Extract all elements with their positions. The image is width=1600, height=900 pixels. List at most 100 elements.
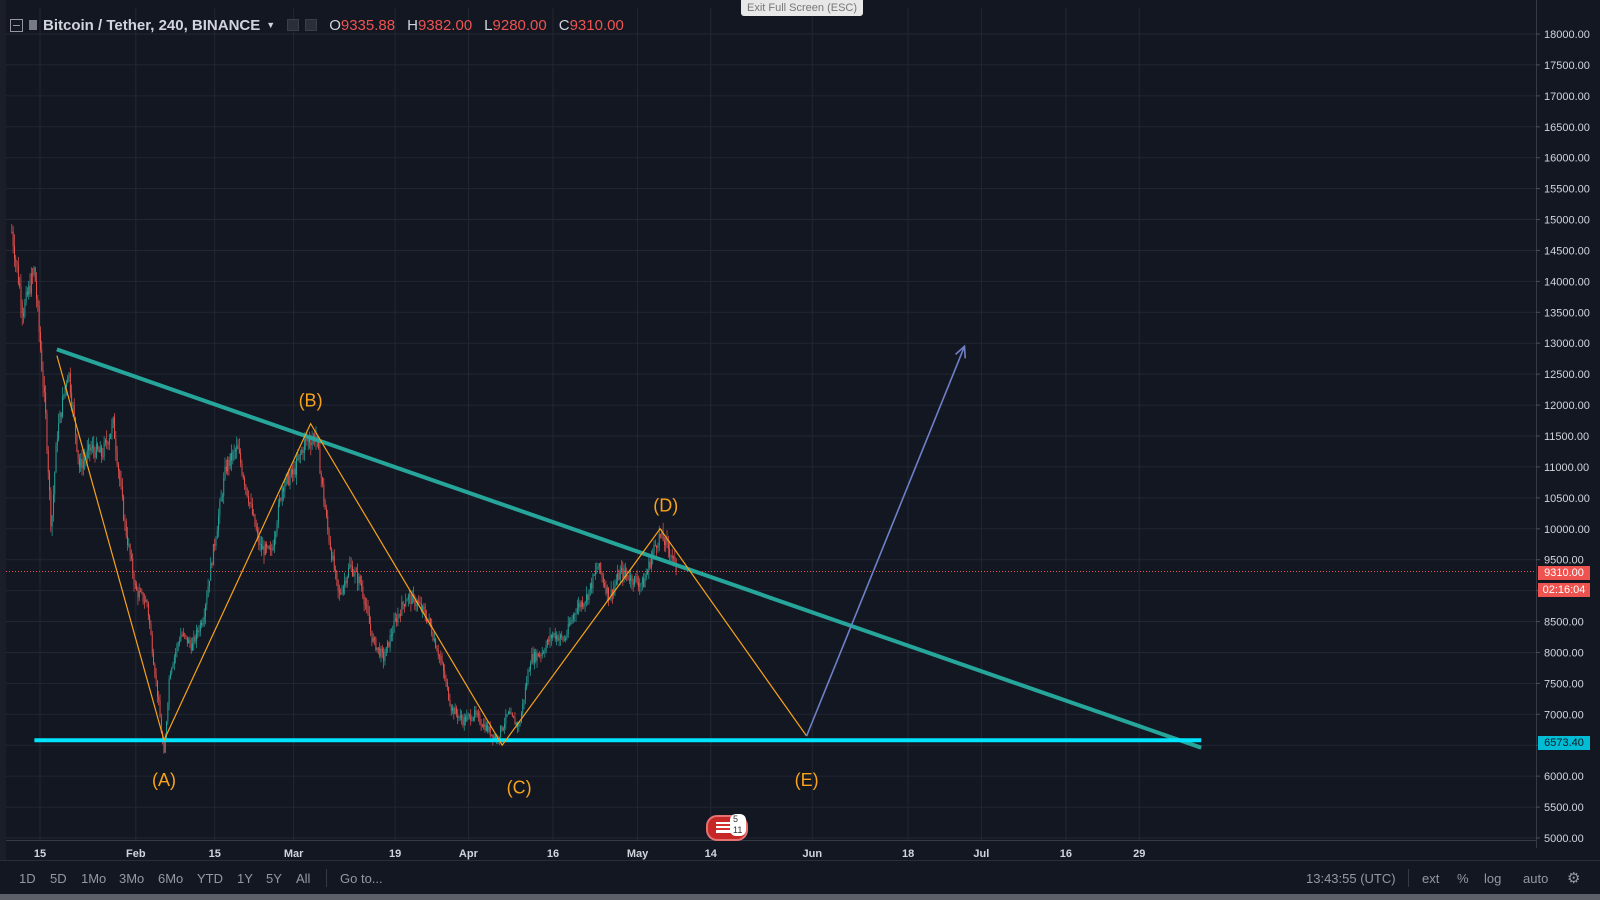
candle-body [199, 622, 201, 632]
timeframe-5d[interactable]: 5D [50, 871, 67, 886]
candle-body [34, 267, 36, 282]
candle-body [484, 723, 486, 731]
candle-body [177, 643, 179, 646]
candle-body [524, 687, 526, 700]
x-tick-label: Apr [459, 848, 479, 860]
candle-body [448, 687, 450, 700]
candle-body [197, 630, 199, 633]
candle-body [94, 450, 96, 458]
candle-body [103, 442, 105, 457]
candle-body [562, 637, 564, 641]
candle-body [535, 651, 537, 662]
candle-body [423, 606, 425, 611]
candle-body [170, 672, 171, 679]
exit-fullscreen-button[interactable]: Exit Full Screen (ESC) [741, 0, 864, 16]
candle-body [580, 601, 582, 608]
candle-body [180, 634, 182, 642]
candle-body [511, 713, 513, 717]
timeframe-1d[interactable]: 1D [19, 871, 36, 886]
candle-body [674, 556, 676, 559]
candle-body [194, 636, 196, 642]
settings-icon[interactable] [287, 19, 300, 31]
candle-body [605, 586, 607, 594]
candle-body [550, 635, 552, 639]
candle-body [240, 452, 242, 464]
timeframe-1mo[interactable]: 1Mo [81, 871, 107, 886]
candle-body [276, 523, 278, 533]
candle-body [673, 556, 675, 558]
candle-body [466, 715, 468, 722]
y-tick-label: 10000.00 [1544, 524, 1590, 536]
candle-body [66, 383, 67, 387]
candle-body [385, 647, 387, 656]
candle-body [610, 589, 612, 599]
candle-body [582, 601, 584, 607]
candle-body [151, 634, 153, 654]
candle-body [267, 546, 269, 548]
candle-body [20, 286, 22, 306]
timeframe-1y[interactable]: 1Y [237, 871, 253, 886]
collapse-icon[interactable] [10, 18, 23, 32]
candle-body [98, 449, 100, 453]
symbol-flag-icon [29, 20, 37, 30]
candle-body [576, 607, 578, 614]
candle-body [547, 639, 548, 646]
candle-body [630, 575, 632, 581]
symbol-title[interactable]: Bitcoin / Tether, 240, BINANCE [43, 16, 261, 34]
log-toggle[interactable]: log [1484, 871, 1502, 886]
utc-clock[interactable]: 13:43:55 (UTC) [1306, 871, 1396, 886]
candle-body [14, 246, 15, 259]
candle-body [467, 714, 469, 716]
candle-body [266, 543, 268, 548]
candle-body [627, 575, 629, 580]
candle-body [81, 458, 83, 469]
candle-body [275, 532, 277, 539]
timeframe-3mo[interactable]: 3Mo [119, 871, 145, 886]
candle-body [245, 484, 247, 489]
candle-body [410, 594, 412, 605]
candle-body [43, 386, 45, 393]
candle-body [573, 614, 574, 620]
candle-body [153, 653, 155, 665]
auto-toggle[interactable]: auto [1523, 871, 1549, 886]
candle-body [322, 477, 324, 485]
timeframe-5y[interactable]: 5Y [266, 871, 282, 886]
goto-button[interactable]: Go to... [340, 871, 383, 886]
candle-body [504, 723, 506, 728]
candle-body [155, 674, 157, 681]
candle-body [54, 472, 56, 495]
candle-body [541, 652, 543, 656]
y-tick-label: 12500.00 [1544, 369, 1590, 381]
candle-body [458, 716, 460, 718]
source-icon[interactable] [305, 19, 318, 31]
candle-body [639, 584, 641, 587]
candle-body [522, 703, 524, 714]
candle-body [76, 434, 78, 451]
candle-body [549, 635, 551, 642]
percent-toggle[interactable]: % [1457, 871, 1469, 886]
event-badge[interactable]: 5 11 [706, 814, 748, 841]
candle-body [544, 651, 546, 653]
y-tick-label: 5500.00 [1544, 802, 1584, 814]
candle-body [316, 436, 318, 439]
candle-body [599, 563, 600, 567]
candle-body [129, 544, 131, 556]
candle-body [56, 438, 58, 445]
chevron-down-icon[interactable]: ▼ [266, 20, 276, 30]
candle-body [292, 469, 294, 475]
timeframe-ytd[interactable]: YTD [197, 871, 223, 886]
candle-body [588, 589, 590, 601]
ext-toggle[interactable]: ext [1422, 871, 1440, 886]
candle-body [545, 645, 547, 652]
timeframe-6mo[interactable]: 6Mo [158, 871, 184, 886]
candle-body [220, 496, 222, 502]
candle-body [625, 569, 626, 575]
candle-body [641, 578, 643, 584]
timeframe-all[interactable]: All [296, 871, 311, 886]
high-label: H [407, 16, 418, 34]
candle-body [154, 664, 156, 675]
gear-icon[interactable]: ⚙ [1567, 870, 1581, 887]
candle-body [543, 652, 545, 654]
candle-body [293, 468, 295, 475]
